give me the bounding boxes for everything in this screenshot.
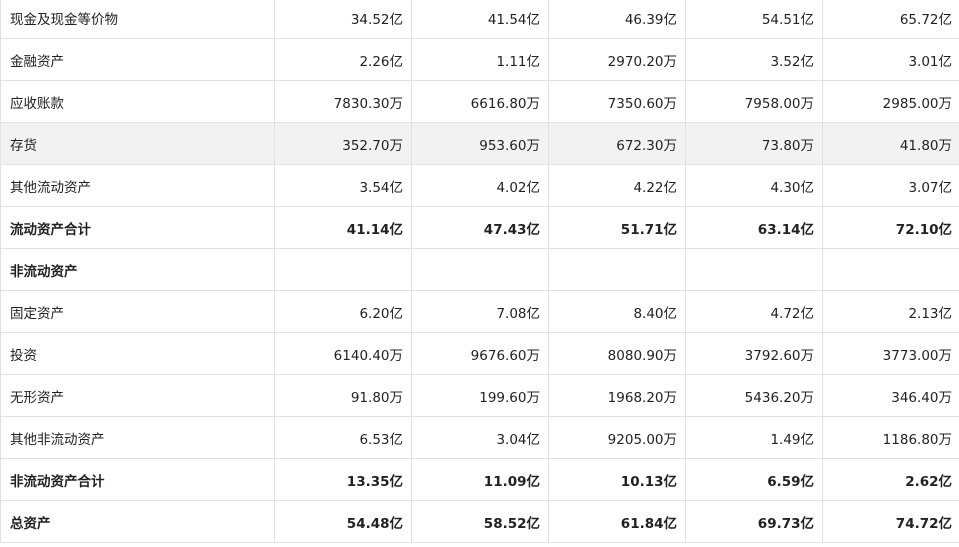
value-cell: 51.71亿 (548, 206, 686, 249)
value-cell: 65.72亿 (822, 0, 959, 39)
value-cell (411, 248, 549, 291)
row-label: 存货 (0, 122, 275, 165)
value-cell: 8.40亿 (548, 290, 686, 333)
table-row[interactable]: 固定资产 6.20亿 7.08亿 8.40亿 4.72亿 2.13亿 (0, 290, 959, 333)
value-cell: 3.54亿 (274, 164, 412, 207)
value-cell: 2.62亿 (822, 458, 959, 501)
value-cell: 47.43亿 (411, 206, 549, 249)
value-cell: 3.04亿 (411, 416, 549, 459)
row-label: 现金及现金等价物 (0, 0, 275, 39)
row-label: 投资 (0, 332, 275, 375)
value-cell: 63.14亿 (685, 206, 823, 249)
value-cell: 5436.20万 (685, 374, 823, 417)
value-cell: 54.48亿 (274, 500, 412, 543)
value-cell: 11.09亿 (411, 458, 549, 501)
row-label: 金融资产 (0, 38, 275, 81)
table-row[interactable]: 金融资产 2.26亿 1.11亿 2970.20万 3.52亿 3.01亿 (0, 38, 959, 81)
value-cell: 6140.40万 (274, 332, 412, 375)
value-cell: 953.60万 (411, 122, 549, 165)
value-cell: 4.30亿 (685, 164, 823, 207)
value-cell: 73.80万 (685, 122, 823, 165)
value-cell: 2985.00万 (822, 80, 959, 123)
value-cell: 3.52亿 (685, 38, 823, 81)
table-row[interactable]: 投资 6140.40万 9676.60万 8080.90万 3792.60万 3773.0… (0, 332, 959, 375)
value-cell: 352.70万 (274, 122, 412, 165)
row-label: 总资产 (0, 500, 275, 543)
value-cell: 41.14亿 (274, 206, 412, 249)
table-row[interactable]: 其他流动资产 3.54亿 4.02亿 4.22亿 4.30亿 3.07亿 (0, 164, 959, 207)
table-row[interactable]: 非流动资产 (0, 248, 959, 291)
table-row[interactable]: 现金及现金等价物 34.52亿 41.54亿 46.39亿 54.51亿 65.72亿 (0, 0, 959, 39)
table-row[interactable]: 总资产 54.48亿 58.52亿 61.84亿 69.73亿 74.72亿 (0, 500, 959, 543)
value-cell: 1.11亿 (411, 38, 549, 81)
value-cell: 4.02亿 (411, 164, 549, 207)
value-cell: 74.72亿 (822, 500, 959, 543)
value-cell: 6.59亿 (685, 458, 823, 501)
value-cell: 10.13亿 (548, 458, 686, 501)
value-cell: 58.52亿 (411, 500, 549, 543)
value-cell: 3792.60万 (685, 332, 823, 375)
table-row[interactable]: 其他非流动资产 6.53亿 3.04亿 9205.00万 1.49亿 1186.80万 (0, 416, 959, 459)
value-cell: 1186.80万 (822, 416, 959, 459)
value-cell (274, 248, 412, 291)
value-cell: 4.72亿 (685, 290, 823, 333)
row-label: 应收账款 (0, 80, 275, 123)
row-label: 固定资产 (0, 290, 275, 333)
value-cell: 2.26亿 (274, 38, 412, 81)
row-label: 非流动资产 (0, 248, 275, 291)
value-cell: 3.07亿 (822, 164, 959, 207)
value-cell: 54.51亿 (685, 0, 823, 39)
value-cell: 2970.20万 (548, 38, 686, 81)
row-label: 其他非流动资产 (0, 416, 275, 459)
value-cell: 4.22亿 (548, 164, 686, 207)
value-cell: 34.52亿 (274, 0, 412, 39)
value-cell: 6616.80万 (411, 80, 549, 123)
value-cell: 3773.00万 (822, 332, 959, 375)
table-row[interactable]: 非流动资产合计 13.35亿 11.09亿 10.13亿 6.59亿 2.62亿 (0, 458, 959, 501)
value-cell: 61.84亿 (548, 500, 686, 543)
table-row[interactable]: 流动资产合计 41.14亿 47.43亿 51.71亿 63.14亿 72.10亿 (0, 206, 959, 249)
value-cell: 9676.60万 (411, 332, 549, 375)
value-cell: 6.20亿 (274, 290, 412, 333)
row-label: 其他流动资产 (0, 164, 275, 207)
value-cell: 8080.90万 (548, 332, 686, 375)
value-cell (822, 248, 959, 291)
value-cell: 672.30万 (548, 122, 686, 165)
value-cell: 91.80万 (274, 374, 412, 417)
value-cell: 69.73亿 (685, 500, 823, 543)
row-label: 非流动资产合计 (0, 458, 275, 501)
value-cell (548, 248, 686, 291)
value-cell: 7350.60万 (548, 80, 686, 123)
value-cell: 6.53亿 (274, 416, 412, 459)
value-cell: 2.13亿 (822, 290, 959, 333)
value-cell: 7830.30万 (274, 80, 412, 123)
value-cell: 41.80万 (822, 122, 959, 165)
value-cell: 3.01亿 (822, 38, 959, 81)
value-cell: 9205.00万 (548, 416, 686, 459)
value-cell: 199.60万 (411, 374, 549, 417)
row-label: 流动资产合计 (0, 206, 275, 249)
value-cell: 72.10亿 (822, 206, 959, 249)
value-cell: 7958.00万 (685, 80, 823, 123)
value-cell: 7.08亿 (411, 290, 549, 333)
row-label: 无形资产 (0, 374, 275, 417)
table-row[interactable]: 应收账款 7830.30万 6616.80万 7350.60万 7958.00万 2985… (0, 80, 959, 123)
value-cell: 346.40万 (822, 374, 959, 417)
value-cell: 46.39亿 (548, 0, 686, 39)
value-cell: 41.54亿 (411, 0, 549, 39)
table-row[interactable]: 无形资产 91.80万 199.60万 1968.20万 5436.20万 346.40万 (0, 374, 959, 417)
value-cell: 13.35亿 (274, 458, 412, 501)
value-cell: 1.49亿 (685, 416, 823, 459)
value-cell: 1968.20万 (548, 374, 686, 417)
table-row[interactable]: 存货 352.70万 953.60万 672.30万 73.80万 41.80万 (0, 122, 959, 165)
value-cell (685, 248, 823, 291)
